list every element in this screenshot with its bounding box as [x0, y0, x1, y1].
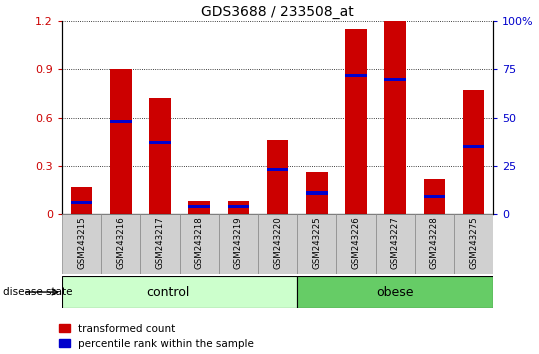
Bar — [345, 29, 367, 214]
Title: GDS3688 / 233508_at: GDS3688 / 233508_at — [201, 5, 354, 19]
Bar — [306, 192, 328, 195]
Bar — [297, 214, 336, 274]
Text: disease state: disease state — [3, 287, 72, 297]
Text: GSM243219: GSM243219 — [234, 217, 243, 269]
Bar — [62, 276, 297, 308]
Bar — [71, 187, 92, 214]
Bar — [258, 214, 297, 274]
Bar — [424, 195, 445, 198]
Bar — [149, 141, 171, 144]
Text: control: control — [146, 286, 190, 298]
Text: obese: obese — [376, 286, 414, 298]
Bar — [297, 276, 493, 308]
Bar — [189, 201, 210, 214]
Bar — [267, 168, 288, 171]
Legend: transformed count, percentile rank within the sample: transformed count, percentile rank withi… — [59, 324, 254, 349]
Text: GSM243215: GSM243215 — [77, 217, 86, 269]
Text: GSM243227: GSM243227 — [391, 217, 400, 269]
Bar — [424, 179, 445, 214]
Bar — [454, 214, 493, 274]
Bar — [227, 201, 249, 214]
Bar — [376, 214, 415, 274]
Bar — [62, 214, 101, 274]
Text: GSM243275: GSM243275 — [469, 217, 478, 269]
Bar — [345, 74, 367, 77]
Bar — [267, 140, 288, 214]
Text: GSM243218: GSM243218 — [195, 217, 204, 269]
Text: GSM243217: GSM243217 — [155, 217, 164, 269]
Bar — [384, 78, 406, 81]
Text: GSM243226: GSM243226 — [351, 217, 361, 269]
Text: GSM243225: GSM243225 — [312, 217, 321, 269]
Bar — [179, 214, 219, 274]
Bar — [101, 214, 140, 274]
Bar — [463, 145, 485, 148]
Bar — [306, 172, 328, 214]
Bar — [71, 201, 92, 204]
Bar — [463, 90, 485, 214]
Bar — [149, 98, 171, 214]
Bar — [110, 69, 132, 214]
Bar — [140, 214, 179, 274]
Bar — [219, 214, 258, 274]
Text: GSM243220: GSM243220 — [273, 217, 282, 269]
Text: GSM243228: GSM243228 — [430, 217, 439, 269]
Bar — [110, 120, 132, 123]
Bar — [336, 214, 376, 274]
Bar — [384, 21, 406, 214]
Bar — [227, 205, 249, 208]
Bar — [415, 214, 454, 274]
Text: GSM243216: GSM243216 — [116, 217, 125, 269]
Bar — [189, 205, 210, 208]
